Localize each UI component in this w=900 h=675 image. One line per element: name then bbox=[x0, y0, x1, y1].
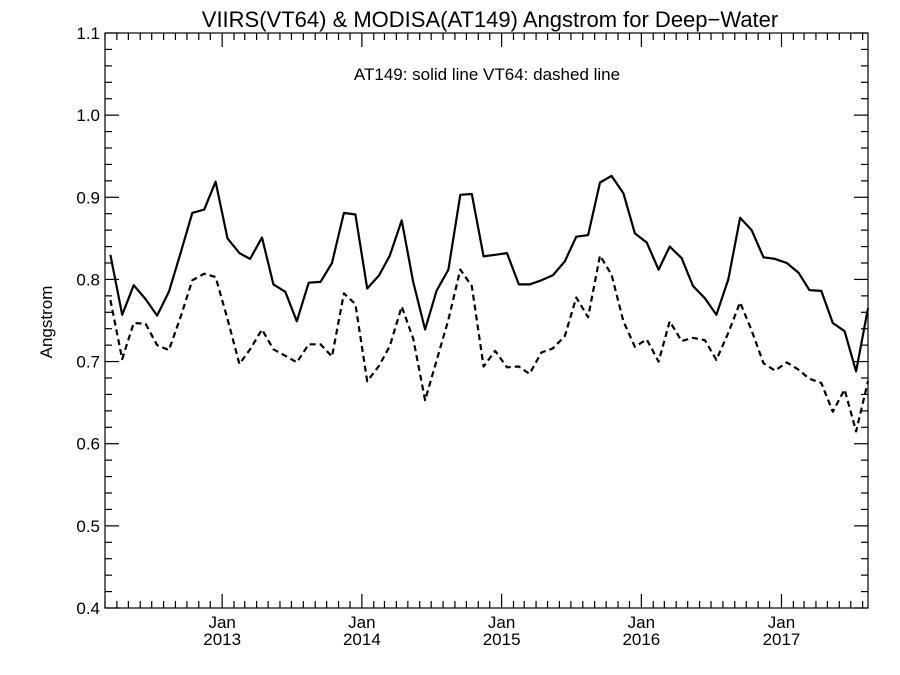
x-tick-month-label: Jan bbox=[628, 613, 655, 632]
y-tick-label: 1.0 bbox=[76, 106, 100, 125]
chart-annotation: AT149: solid line VT64: dashed line bbox=[354, 65, 620, 84]
x-tick-year-label: 2016 bbox=[622, 630, 660, 649]
plot-frame bbox=[104, 32, 869, 609]
y-tick-label: 1.1 bbox=[76, 24, 100, 43]
y-tick-label: 0.9 bbox=[76, 188, 100, 207]
vt64-dashed-line bbox=[109, 254, 870, 433]
y-axis: 0.4 0.5 0.6 0.7 0.8 0.9 1.0 1.1 bbox=[76, 24, 868, 618]
x-tick-year-label: 2017 bbox=[763, 630, 801, 649]
x-tick-year-label: 2014 bbox=[343, 630, 381, 649]
y-tick-label: 0.4 bbox=[76, 599, 100, 618]
y-axis-label: Angstrom bbox=[37, 286, 56, 359]
y-tick-label: 0.8 bbox=[76, 270, 100, 289]
x-tick-month-label: Jan bbox=[768, 613, 795, 632]
at149-solid-line bbox=[109, 174, 870, 373]
x-tick-month-label: Jan bbox=[208, 613, 235, 632]
y-tick-label: 0.5 bbox=[76, 517, 100, 536]
x-tick-month-label: Jan bbox=[488, 613, 515, 632]
x-tick-year-label: 2013 bbox=[203, 630, 241, 649]
y-tick-label: 0.7 bbox=[76, 353, 100, 372]
y-tick-label: 0.6 bbox=[76, 435, 100, 454]
series-layer bbox=[109, 174, 870, 433]
chart-title: VIIRS(VT64) & MODISA(AT149) Angstrom for… bbox=[202, 7, 778, 32]
x-tick-month-label: Jan bbox=[348, 613, 375, 632]
x-tick-year-label: 2015 bbox=[483, 630, 521, 649]
